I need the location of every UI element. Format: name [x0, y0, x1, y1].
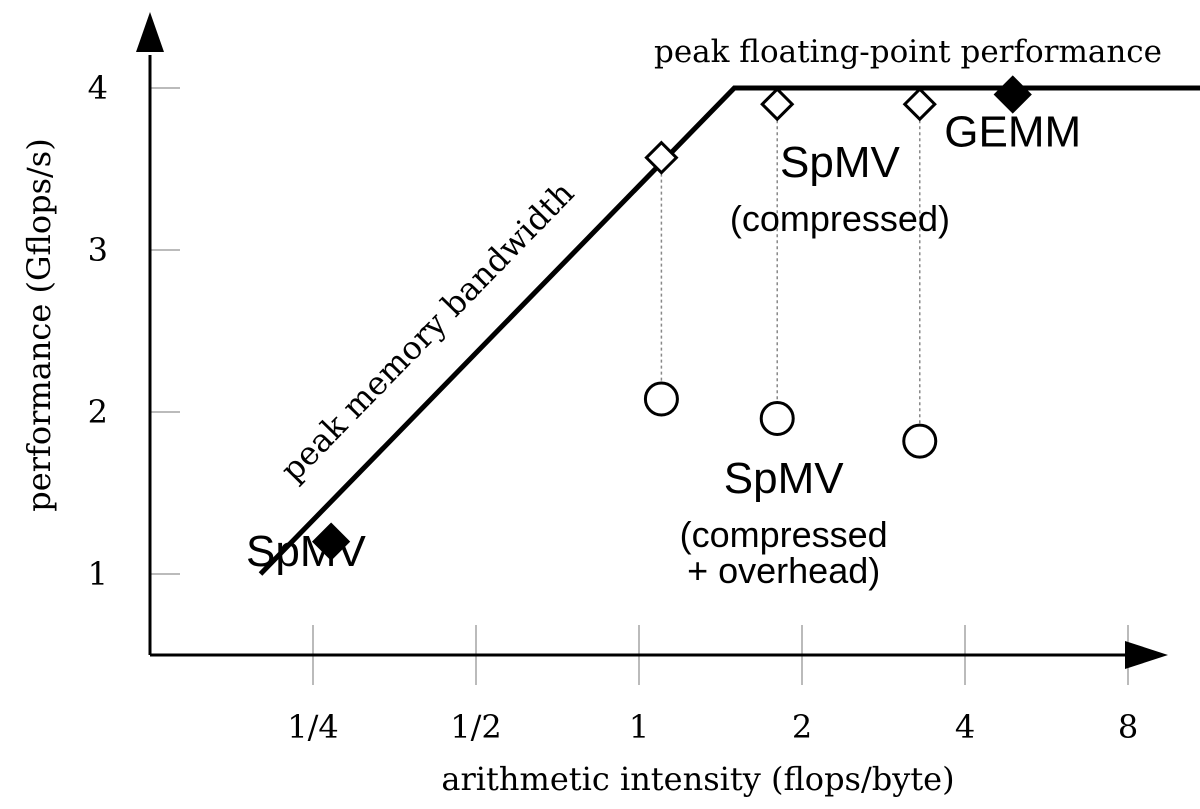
dotted-guides [660, 120, 921, 426]
annotation-line: (compressed) [730, 198, 950, 239]
annotation-label: GEMM [944, 107, 1081, 156]
y-axis-label: performance (Gflops/s) [20, 138, 58, 511]
annotations: SpMV GEMM SpMV (compressed) SpMV (compressed+… [246, 107, 1081, 591]
filled-diamond-marker [993, 75, 1032, 114]
annotation-line: (compressed [680, 514, 888, 555]
tick-labels: 1 2 3 4 1/4 1/2 1 2 4 8 [88, 69, 1139, 746]
roofline-line [258, 85, 1200, 576]
y-tick-label: 1 [88, 555, 108, 593]
y-axis-arrow [136, 12, 164, 52]
annotation-line: SpMV [780, 138, 900, 187]
x-axis-arrow [1125, 641, 1168, 669]
x-tick-label: 1/2 [450, 708, 502, 746]
peak-flops-label: peak floating-point performance [654, 34, 1162, 70]
open-circle-marker [759, 400, 795, 436]
annotation-line: + overhead) [687, 550, 880, 591]
open-diamond-marker [644, 140, 679, 175]
x-tick-label: 8 [1118, 708, 1138, 746]
annotation-line: SpMV [724, 454, 844, 503]
open-diamond-marker [760, 87, 795, 122]
tick-marks [150, 87, 1129, 685]
y-tick-label: 3 [88, 231, 108, 269]
memory-bandwidth-label: peak memory bandwidth [273, 174, 581, 489]
x-tick-label: 4 [955, 708, 975, 746]
y-tick-label: 2 [88, 393, 108, 431]
x-axis-label: arithmetic intensity (flops/byte) [441, 760, 954, 798]
filled-diamond-marker [311, 522, 351, 561]
open-circle-marker [643, 381, 679, 417]
x-tick-label: 1/4 [287, 708, 339, 746]
open-diamond-marker [902, 87, 937, 122]
open-circle-marker [902, 423, 938, 459]
annotation-label: SpMV [246, 527, 366, 576]
data-points [311, 75, 1032, 561]
y-tick-label: 4 [88, 69, 108, 107]
x-tick-label: 2 [792, 708, 812, 746]
x-tick-label: 1 [629, 708, 649, 746]
